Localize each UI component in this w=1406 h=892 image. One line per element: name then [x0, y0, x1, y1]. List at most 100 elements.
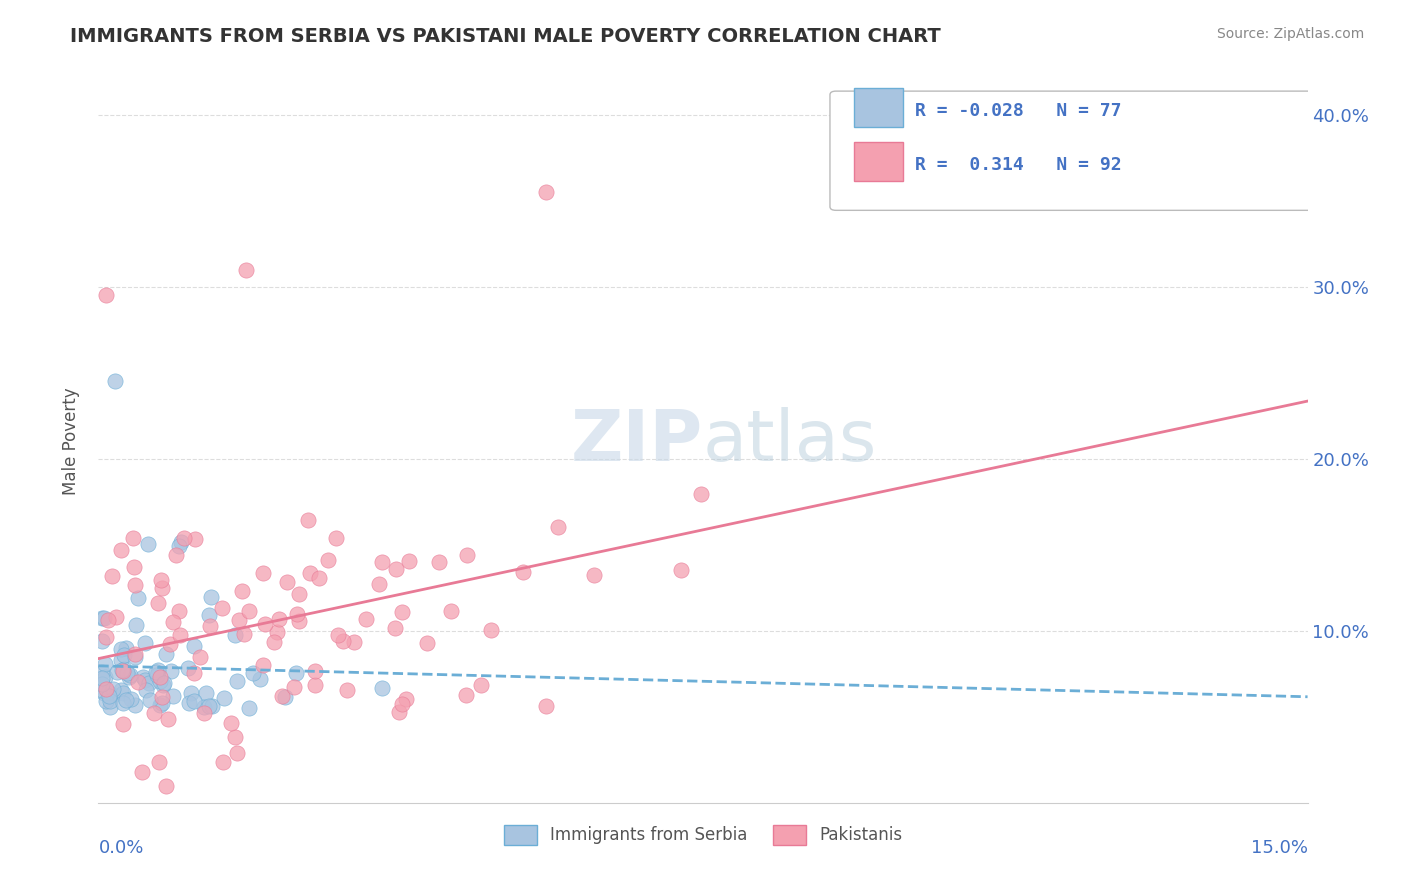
Point: [91, 677, 114, 691]
FancyBboxPatch shape: [855, 142, 903, 181]
Point: [94, 681, 117, 696]
Point: [183, 694, 205, 708]
Point: [155, 647, 177, 661]
Point: [155, 779, 177, 793]
Point: [326, 628, 349, 642]
Point: [304, 678, 326, 692]
Point: [115, 693, 138, 707]
Point: [391, 698, 413, 712]
Point: [235, 262, 257, 277]
Point: [534, 185, 557, 199]
Point: [94, 630, 117, 644]
Point: [96, 694, 118, 708]
Point: [162, 615, 184, 630]
Point: [440, 604, 463, 618]
Point: [149, 670, 172, 684]
Text: 0.0%: 0.0%: [98, 838, 143, 857]
Point: [93, 611, 115, 625]
Point: [112, 648, 135, 662]
Point: [343, 634, 366, 648]
Point: [125, 618, 148, 632]
Point: [146, 596, 169, 610]
Point: [169, 628, 191, 642]
Point: [183, 532, 205, 546]
Point: [110, 683, 132, 698]
Point: [212, 755, 235, 769]
Point: [150, 696, 173, 710]
Point: [671, 563, 693, 577]
Point: [547, 520, 569, 534]
Point: [93, 670, 115, 684]
Point: [112, 686, 135, 700]
FancyBboxPatch shape: [855, 87, 903, 128]
Point: [188, 650, 211, 665]
Point: [211, 601, 233, 615]
Text: R = -0.028   N = 77: R = -0.028 N = 77: [915, 102, 1121, 120]
Point: [226, 746, 249, 760]
Point: [512, 565, 534, 579]
Point: [132, 670, 155, 684]
Point: [416, 636, 439, 650]
Point: [231, 583, 253, 598]
Point: [134, 635, 156, 649]
Point: [124, 648, 146, 662]
Point: [134, 673, 156, 688]
Point: [138, 692, 160, 706]
Point: [690, 487, 713, 501]
Point: [583, 568, 606, 582]
Point: [115, 641, 138, 656]
Point: [152, 582, 174, 596]
Text: R =  0.314   N = 92: R = 0.314 N = 92: [915, 156, 1121, 174]
Point: [121, 531, 143, 545]
Point: [94, 657, 117, 671]
Point: [219, 716, 242, 731]
Point: [93, 686, 115, 700]
Point: [112, 717, 135, 731]
Point: [156, 712, 179, 726]
Point: [149, 674, 172, 689]
Point: [150, 690, 173, 705]
Point: [91, 683, 114, 698]
Point: [146, 668, 169, 682]
Point: [354, 612, 377, 626]
Point: [534, 698, 557, 713]
Point: [252, 658, 274, 673]
Point: [299, 566, 322, 580]
Point: [283, 681, 305, 695]
Point: [238, 700, 260, 714]
Point: [173, 532, 195, 546]
Point: [91, 665, 114, 680]
Point: [384, 621, 406, 635]
Point: [124, 650, 146, 665]
Point: [336, 682, 359, 697]
Point: [101, 681, 124, 696]
Point: [124, 698, 146, 713]
Point: [201, 698, 224, 713]
Text: IMMIGRANTS FROM SERBIA VS PAKISTANI MALE POVERTY CORRELATION CHART: IMMIGRANTS FROM SERBIA VS PAKISTANI MALE…: [70, 27, 941, 45]
Point: [263, 635, 285, 649]
Legend: Immigrants from Serbia, Pakistanis: Immigrants from Serbia, Pakistanis: [503, 825, 903, 845]
Text: 15.0%: 15.0%: [1250, 838, 1308, 857]
Point: [479, 623, 502, 637]
Point: [456, 689, 478, 703]
Point: [105, 665, 128, 680]
Point: [252, 566, 274, 581]
Point: [150, 573, 173, 587]
Point: [271, 689, 294, 703]
Point: [288, 587, 311, 601]
Point: [429, 555, 451, 569]
FancyBboxPatch shape: [830, 91, 1313, 211]
Point: [97, 684, 120, 698]
Point: [148, 756, 170, 770]
Point: [131, 765, 153, 780]
Point: [110, 642, 132, 657]
Point: [212, 690, 235, 705]
Point: [159, 664, 181, 678]
Point: [152, 678, 174, 692]
Point: [456, 548, 478, 562]
Point: [138, 676, 160, 690]
Point: [94, 288, 117, 302]
Point: [167, 604, 190, 618]
Point: [118, 667, 141, 681]
Point: [285, 666, 308, 681]
